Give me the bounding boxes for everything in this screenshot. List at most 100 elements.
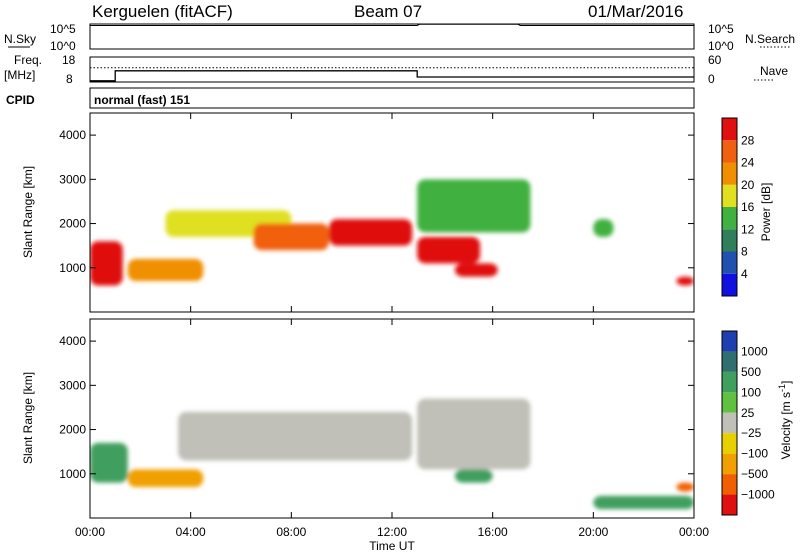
x-ticks: 00:00 04:00 08:00 12:00 16:00 20:00 00:00 — [75, 113, 709, 539]
freq-tick-top: 18 — [62, 53, 76, 67]
velocity-region — [178, 411, 413, 461]
power-colorbar-frame — [721, 117, 738, 297]
velocity-region — [454, 469, 493, 483]
velocity-colorbar-tick: 100 — [741, 385, 761, 399]
velocity-ylabel: Slant Range [km] — [21, 372, 35, 464]
y-tick-label: 1000 — [59, 467, 86, 481]
x-tick-label: 04:00 — [176, 525, 206, 539]
velocity-heatmap — [90, 398, 694, 510]
freq-panel-frame — [89, 56, 695, 83]
station-title: Kerguelen (fitACF) — [92, 2, 233, 21]
velocity-y-ticks: 1000 2000 3000 4000 — [59, 334, 694, 481]
power-colorbar-swatch — [722, 229, 737, 252]
nsearch-top-tick: 10^5 — [708, 22, 734, 36]
freq-trace — [90, 70, 694, 82]
power-colorbar-tick: 20 — [741, 178, 755, 192]
power-y-ticks: 1000 2000 3000 4000 — [59, 128, 694, 275]
power-colorbar-tick: 12 — [741, 222, 755, 236]
nave-tick-top: 60 — [708, 53, 722, 67]
y-tick-label: 4000 — [59, 334, 86, 348]
power-region — [417, 179, 531, 233]
power-colorbar-label: Power [dB] — [759, 183, 773, 242]
velocity-colorbar-swatch — [722, 453, 737, 475]
velocity-region — [90, 442, 128, 483]
power-colorbar-swatch — [722, 162, 737, 185]
nsky-label: N.Sky — [4, 32, 36, 46]
x-tick-label: 12:00 — [377, 525, 407, 539]
velocity-colorbar-tick: 1000 — [741, 344, 768, 358]
velocity-colorbar-swatch — [722, 331, 737, 352]
velocity-region — [417, 398, 531, 470]
cpid-panel-frame — [89, 87, 695, 109]
velocity-region — [127, 469, 204, 488]
y-tick-label: 2000 — [59, 423, 86, 437]
y-tick-label: 1000 — [59, 261, 86, 275]
velocity-colorbar-tick: 500 — [741, 365, 761, 379]
velocity-colorbar-tick: −100 — [741, 447, 768, 461]
x-tick-label: 16:00 — [478, 525, 508, 539]
power-heatmap — [90, 179, 694, 286]
velocity-colorbar-swatch — [722, 494, 737, 515]
freq-unit: [MHz] — [4, 68, 35, 82]
power-colorbar-tick: 4 — [741, 267, 748, 281]
velocity-colorbar-swatch — [722, 392, 737, 413]
power-region — [329, 219, 413, 246]
velocity-colorbar-frame — [721, 330, 738, 516]
x-tick-label: 00:00 — [75, 525, 105, 539]
power-region — [127, 258, 204, 282]
velocity-colorbar-swatch — [722, 351, 737, 372]
power-colorbar-tick: 8 — [741, 245, 748, 259]
power-colorbar-swatch — [722, 118, 737, 141]
nsky-trace — [90, 23, 694, 26]
power-colorbar-swatch — [722, 273, 737, 296]
power-colorbar-tick: 24 — [741, 156, 755, 170]
y-tick-label: 3000 — [59, 378, 86, 392]
y-tick-label: 4000 — [59, 128, 86, 142]
velocity-colorbar-swatch — [722, 433, 737, 454]
velocity-colorbar-tick: −25 — [741, 426, 762, 440]
nsky-panel-frame — [89, 23, 695, 50]
velocity-colorbar-tick: 25 — [741, 406, 755, 420]
power-ylabel: Slant Range [km] — [21, 166, 35, 258]
power-region — [90, 241, 123, 286]
power-region — [676, 276, 694, 286]
power-colorbar-tick: 16 — [741, 200, 755, 214]
velocity-colorbar-swatch — [722, 371, 737, 393]
power-region — [253, 223, 330, 251]
y-tick-label: 2000 — [59, 217, 86, 231]
y-tick-label: 3000 — [59, 172, 86, 186]
power-region — [454, 263, 498, 277]
x-tick-label: 08:00 — [276, 525, 306, 539]
nsky-bottom-tick: 10^0 — [50, 39, 76, 53]
x-tick-label: 20:00 — [578, 525, 608, 539]
nsky-top-tick: 10^5 — [50, 22, 76, 36]
nsearch-label: N.Search — [745, 32, 795, 46]
x-tick-label: 00:00 — [679, 525, 709, 539]
nave-tick-bottom: 0 — [708, 72, 715, 86]
power-colorbar-swatch — [722, 207, 737, 230]
power-region — [593, 219, 614, 237]
velocity-colorbar-swatch — [722, 412, 737, 434]
beam-label: Beam 07 — [354, 2, 422, 21]
velocity-colorbar: 1000 500 100 25 −25 −100 −500 −1000 — [721, 330, 775, 516]
power-colorbar-swatch — [722, 251, 737, 274]
x-axis-label: Time UT — [369, 539, 415, 553]
power-colorbar-tick: 28 — [741, 133, 755, 147]
power-colorbar: 4 8 12 16 20 24 28 — [721, 117, 755, 297]
velocity-colorbar-tick: −1000 — [741, 488, 775, 502]
cpid-value: normal (fast) 151 — [94, 93, 190, 107]
power-region — [417, 236, 481, 264]
date-label: 01/Mar/2016 — [588, 2, 683, 21]
velocity-region — [593, 495, 694, 510]
freq-tick-bottom: 8 — [66, 72, 73, 86]
power-colorbar-swatch — [722, 184, 737, 207]
power-colorbar-swatch — [722, 140, 737, 163]
cpid-label: CPID — [6, 93, 35, 107]
freq-label: Freq. — [14, 53, 42, 67]
nsearch-bottom-tick: 10^0 — [708, 39, 734, 53]
velocity-region — [676, 482, 694, 492]
velocity-colorbar-tick: −500 — [741, 467, 768, 481]
nave-label: Nave — [760, 64, 788, 78]
velocity-colorbar-label: Velocity [m s-1] — [777, 381, 793, 460]
